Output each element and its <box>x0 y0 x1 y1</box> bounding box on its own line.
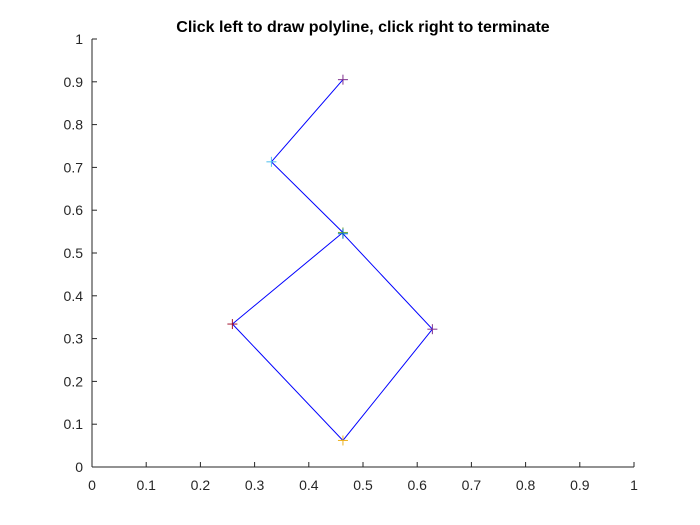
plus-marker <box>337 435 348 446</box>
y-tick-label: 0.9 <box>64 74 84 90</box>
x-tick-label: 0 <box>88 477 96 493</box>
y-tick-label: 0.2 <box>64 373 84 389</box>
y-tick-label: 0.4 <box>64 288 84 304</box>
plus-marker <box>337 74 348 85</box>
y-axis-ticks: 0 0.1 0.2 0.3 0.4 0.5 0.6 0.7 0.8 0.9 1 <box>64 31 97 475</box>
plus-marker <box>266 156 277 167</box>
marker-layer <box>227 74 438 446</box>
x-tick-label: 0.4 <box>299 477 319 493</box>
x-tick-label: 0.7 <box>462 477 482 493</box>
plus-marker <box>337 228 348 239</box>
x-tick-label: 0.1 <box>136 477 156 493</box>
x-tick-label: 0.5 <box>353 477 373 493</box>
x-tick-label: 0.6 <box>407 477 427 493</box>
x-tick-label: 0.2 <box>191 477 211 493</box>
y-tick-label: 0.5 <box>64 245 84 261</box>
plus-marker <box>227 319 238 330</box>
y-tick-label: 0.7 <box>64 159 84 175</box>
y-tick-label: 0.8 <box>64 117 84 133</box>
y-tick-label: 0.1 <box>64 416 84 432</box>
y-tick-label: 0.3 <box>64 331 84 347</box>
y-tick-label: 0.6 <box>64 202 84 218</box>
x-tick-label: 0.9 <box>570 477 590 493</box>
y-tick-label: 0 <box>75 459 83 475</box>
chart-title: Click left to draw polyline, click right… <box>176 19 550 36</box>
x-tick-label: 0.8 <box>516 477 536 493</box>
x-tick-label: 0.3 <box>245 477 265 493</box>
plus-marker <box>427 324 438 335</box>
x-tick-label: 1 <box>630 477 638 493</box>
y-tick-label: 1 <box>75 31 83 47</box>
x-axis-ticks: 0 0.1 0.2 0.3 0.4 0.5 0.6 0.7 0.8 0.9 1 <box>88 462 638 493</box>
